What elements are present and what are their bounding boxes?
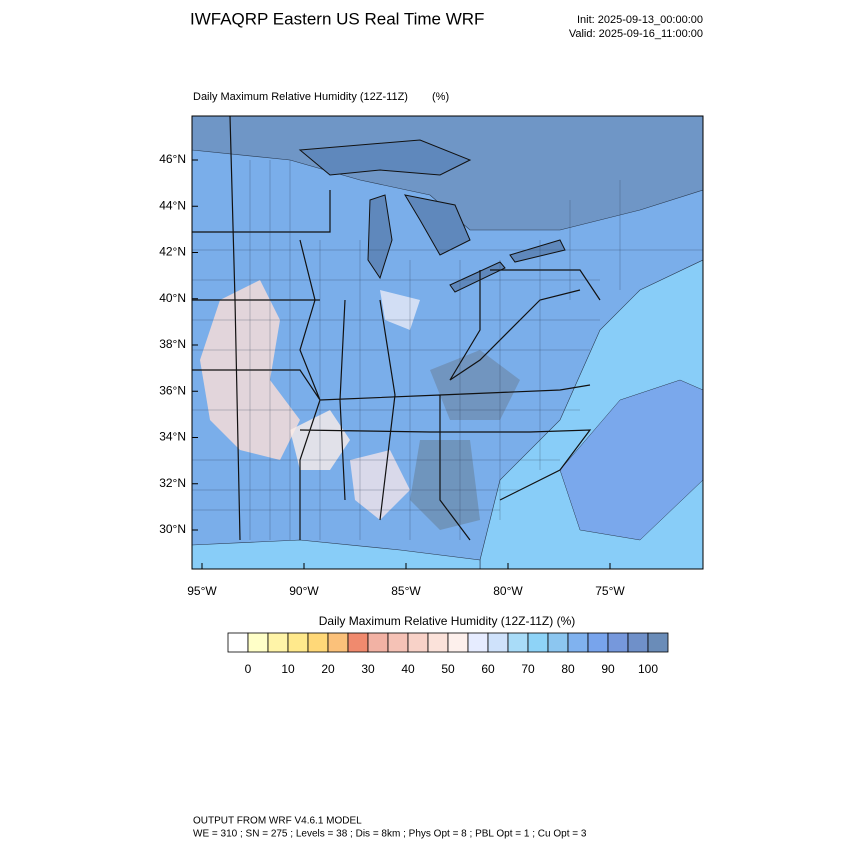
colorbar-label: 10	[281, 662, 295, 676]
colorbar-label: 0	[245, 662, 252, 676]
lon-axis: 95°W 90°W 85°W 80°W 75°W	[187, 563, 625, 598]
ocean-band	[559, 379, 703, 541]
lake-superior	[298, 139, 472, 176]
colorbar-box	[267, 632, 289, 653]
dry-patch	[350, 450, 410, 520]
colorbar-box	[367, 632, 389, 653]
colorbar-label: 20	[321, 662, 335, 676]
footer-line: WE = 310 ; SN = 275 ; Levels = 38 ; Dis …	[193, 829, 587, 840]
lat-label: 30°N	[159, 522, 186, 536]
lake-huron	[403, 194, 471, 256]
lon-label: 85°W	[391, 584, 421, 598]
lon-label: 75°W	[595, 584, 625, 598]
colorbar-box	[627, 632, 649, 653]
lat-label: 38°N	[159, 337, 186, 351]
map-title: Daily Maximum Relative Humidity (12Z-11Z…	[193, 91, 408, 103]
colorbar-box	[607, 632, 629, 653]
colorbar-title: Daily Maximum Relative Humidity (12Z-11Z…	[319, 614, 576, 628]
title: IWFAQRP Eastern US Real Time WRF	[190, 9, 484, 28]
valid-time: Valid: 2025-09-16_11:00:00	[569, 28, 703, 40]
lat-label: 34°N	[159, 430, 186, 444]
map: 46°N 44°N 42°N 40°N 38°N 36°N 34°N 32°N 30°N 95°…	[159, 115, 704, 598]
colorbar-box	[467, 632, 489, 653]
moist-patch	[410, 440, 480, 530]
colorbar-label: 50	[441, 662, 455, 676]
lat-label: 36°N	[159, 383, 186, 397]
colorbar-label: 30	[361, 662, 375, 676]
moist-patch	[430, 350, 520, 420]
colorbar-label: 90	[601, 662, 615, 676]
map-frame	[191, 115, 704, 570]
lon-label: 90°W	[289, 584, 319, 598]
colorbar-box	[227, 632, 249, 653]
colorbar-label: 40	[401, 662, 415, 676]
colorbar-box	[527, 632, 549, 653]
colorbar-box	[447, 632, 469, 653]
lat-label: 42°N	[159, 245, 186, 259]
footer-line: OUTPUT FROM WRF V4.6.1 MODEL	[193, 816, 362, 827]
colorbar-box	[287, 632, 309, 653]
lon-label: 80°W	[493, 584, 523, 598]
colorbar-box	[387, 632, 409, 653]
colorbar-box	[407, 632, 429, 653]
colorbar: 0 10 20 30 40 50 60 70 80 90 100	[227, 632, 669, 676]
counties	[192, 160, 703, 540]
north-region	[192, 116, 703, 231]
colorbar-box	[547, 632, 569, 653]
colorbar-box	[327, 632, 349, 653]
lat-label: 40°N	[159, 291, 186, 305]
colorbar-box	[587, 632, 609, 653]
colorbar-box	[647, 632, 669, 653]
colorbar-box	[487, 632, 509, 653]
lat-label: 44°N	[159, 198, 186, 212]
lat-label: 46°N	[159, 152, 186, 166]
colorbar-box	[247, 632, 269, 653]
lat-label: 32°N	[159, 476, 186, 490]
lat-axis: 46°N 44°N 42°N 40°N 38°N 36°N 34°N 32°N 30°N	[159, 152, 198, 536]
lon-label: 95°W	[187, 584, 217, 598]
colorbar-box	[427, 632, 449, 653]
colorbar-box	[307, 632, 329, 653]
init-time: Init: 2025-09-13_00:00:00	[577, 14, 703, 26]
colorbar-box	[567, 632, 589, 653]
colorbar-label: 70	[521, 662, 535, 676]
colorbar-box	[507, 632, 529, 653]
colorbar-label: 80	[561, 662, 575, 676]
colorbar-box	[347, 632, 369, 653]
map-units: (%)	[432, 91, 449, 103]
colorbar-label: 100	[638, 662, 658, 676]
boundaries	[192, 116, 601, 541]
colorbar-label: 60	[481, 662, 495, 676]
